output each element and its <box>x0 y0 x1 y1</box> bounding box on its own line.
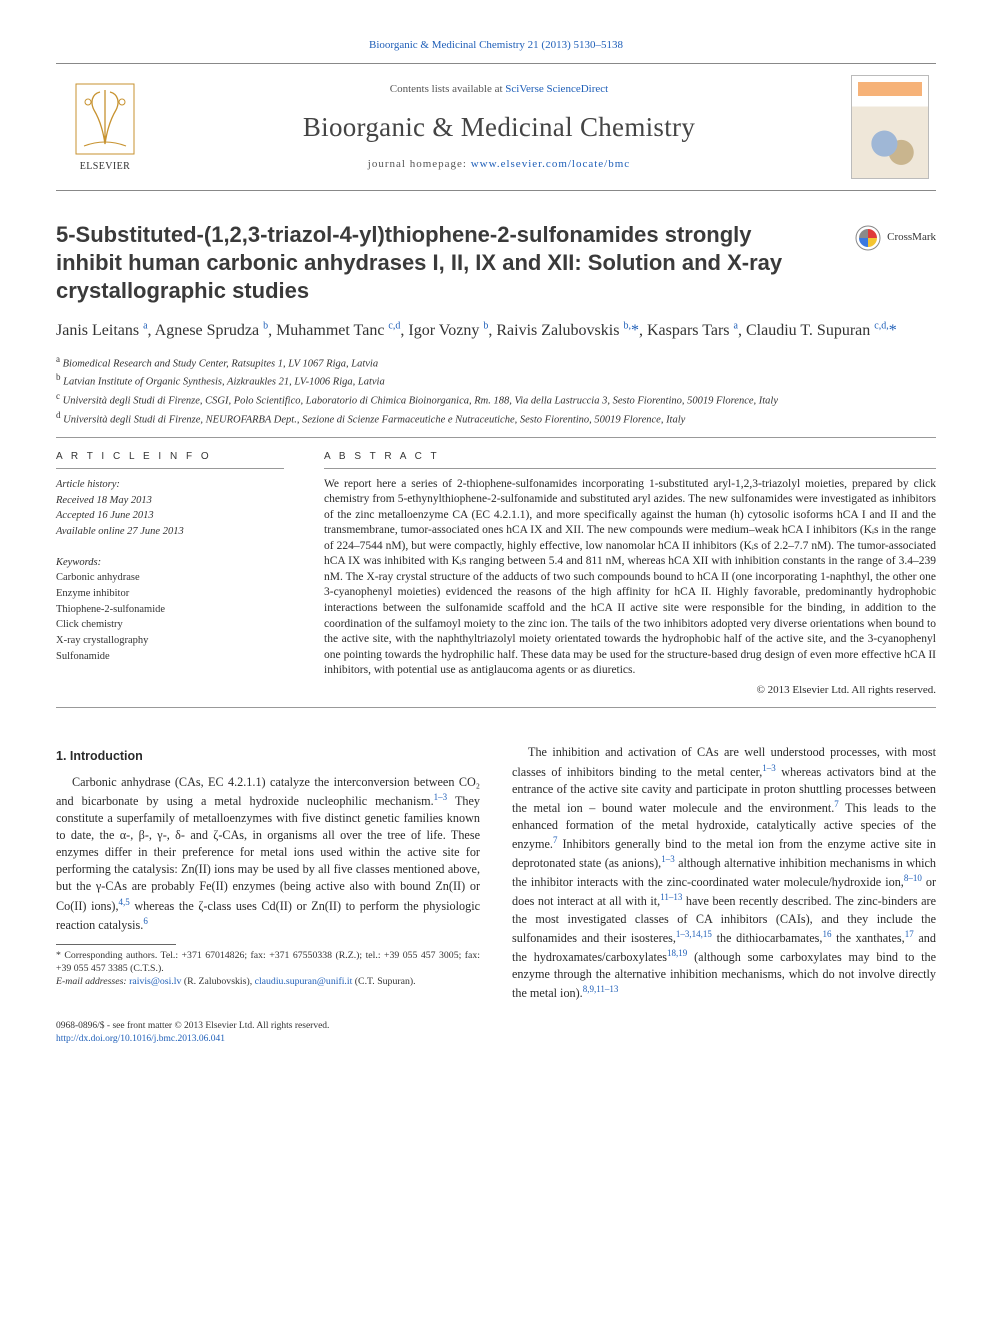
history-online: Available online 27 June 2013 <box>56 524 284 540</box>
history-received: Received 18 May 2013 <box>56 493 284 509</box>
section-heading-introduction: 1. Introduction <box>56 748 480 766</box>
abstract-block: A B S T R A C T We report here a series … <box>324 438 936 697</box>
crossmark-label: CrossMark <box>887 230 936 245</box>
cover-image-placeholder <box>851 75 929 179</box>
abstract-heading: A B S T R A C T <box>324 450 936 469</box>
page-footer: 0968-0896/$ - see front matter © 2013 El… <box>56 1020 936 1046</box>
article-history-label: Article history: <box>56 477 284 493</box>
author-list: Janis Leitans a, Agnese Sprudza b, Muham… <box>56 319 936 342</box>
article-title: 5-Substituted-(1,2,3-triazol-4-yl)thioph… <box>56 221 816 305</box>
body-paragraph: The inhibition and activation of CAs are… <box>512 744 936 1002</box>
affiliation-list: a Biomedical Research and Study Center, … <box>56 353 936 428</box>
publisher-name: ELSEVIER <box>80 160 130 174</box>
masthead: ELSEVIER Contents lists available at Sci… <box>56 63 936 191</box>
email-who-2: (C.T. Supuran). <box>352 976 415 987</box>
keywords-label: Keywords: <box>56 556 284 570</box>
homepage-prefix: journal homepage: <box>368 158 471 170</box>
email-link-1[interactable]: raivis@osi.lv <box>129 976 181 987</box>
email-who-1: (R. Zalubovskis), <box>181 976 254 987</box>
elsevier-tree-icon <box>70 80 140 158</box>
footer-copyright-line: 0968-0896/$ - see front matter © 2013 El… <box>56 1020 936 1033</box>
contents-available-line: Contents lists available at SciVerse Sci… <box>390 82 608 97</box>
homepage-link[interactable]: www.elsevier.com/locate/bmc <box>471 158 630 170</box>
email-addresses-line: E-mail addresses: raivis@osi.lv (R. Zalu… <box>56 975 480 988</box>
journal-cover-thumb <box>844 64 936 190</box>
email-link-2[interactable]: claudiu.supuran@unifi.it <box>255 976 353 987</box>
corresponding-author-note: * Corresponding authors. Tel.: +371 6701… <box>56 949 480 975</box>
top-citation: Bioorganic & Medicinal Chemistry 21 (201… <box>56 38 936 53</box>
publisher-logo: ELSEVIER <box>56 64 154 190</box>
scidirect-link[interactable]: SciVerse ScienceDirect <box>505 83 608 95</box>
email-prefix: E-mail addresses: <box>56 976 129 987</box>
history-accepted: Accepted 16 June 2013 <box>56 508 284 524</box>
contents-available-prefix: Contents lists available at <box>390 83 505 95</box>
footnotes-block: * Corresponding authors. Tel.: +371 6701… <box>56 944 480 989</box>
article-info-heading: A R T I C L E I N F O <box>56 450 284 469</box>
crossmark-badge[interactable]: CrossMark <box>855 225 936 251</box>
top-citation-link[interactable]: Bioorganic & Medicinal Chemistry 21 (201… <box>369 39 623 51</box>
masthead-center: Contents lists available at SciVerse Sci… <box>154 64 844 190</box>
journal-name: Bioorganic & Medicinal Chemistry <box>303 109 695 145</box>
crossmark-icon <box>855 225 881 251</box>
journal-homepage-line: journal homepage: www.elsevier.com/locat… <box>368 157 630 172</box>
divider <box>56 707 936 708</box>
keywords-list: Carbonic anhydraseEnzyme inhibitorThioph… <box>56 570 284 665</box>
doi-link[interactable]: http://dx.doi.org/10.1016/j.bmc.2013.06.… <box>56 1034 225 1044</box>
body-paragraph: Carbonic anhydrase (CAs, EC 4.2.1.1) cat… <box>56 774 480 934</box>
article-info-sidebar: A R T I C L E I N F O Article history: R… <box>56 438 284 697</box>
body-two-column: 1. Introduction Carbonic anhydrase (CAs,… <box>56 744 936 1002</box>
abstract-copyright: © 2013 Elsevier Ltd. All rights reserved… <box>324 683 936 698</box>
abstract-text: We report here a series of 2-thiophene-s… <box>324 478 936 676</box>
